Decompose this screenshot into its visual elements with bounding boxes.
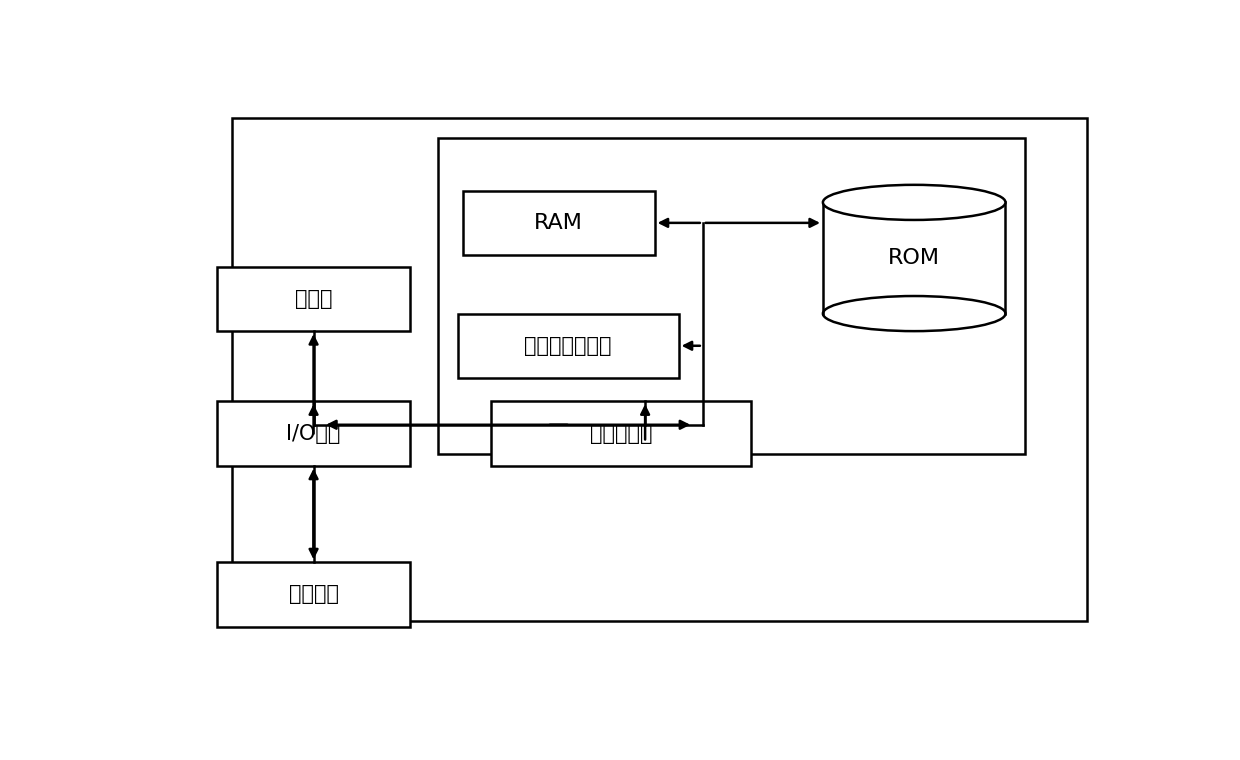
Text: RAM: RAM — [534, 213, 583, 233]
Text: 外部设备: 外部设备 — [289, 584, 339, 604]
Bar — [439, 138, 1024, 454]
Bar — [463, 191, 655, 255]
Bar — [217, 267, 409, 331]
Bar — [217, 562, 409, 627]
Ellipse shape — [823, 185, 1006, 220]
Text: I/O接口: I/O接口 — [286, 423, 341, 444]
Bar — [232, 118, 1087, 621]
Text: 高速缓存存储器: 高速缓存存储器 — [525, 336, 613, 356]
Text: 网络适配器: 网络适配器 — [590, 423, 652, 444]
Text: ROM: ROM — [888, 248, 940, 268]
Bar — [458, 314, 678, 378]
Text: 处理器: 处理器 — [295, 289, 332, 309]
Bar — [491, 401, 750, 466]
Bar — [217, 401, 409, 466]
